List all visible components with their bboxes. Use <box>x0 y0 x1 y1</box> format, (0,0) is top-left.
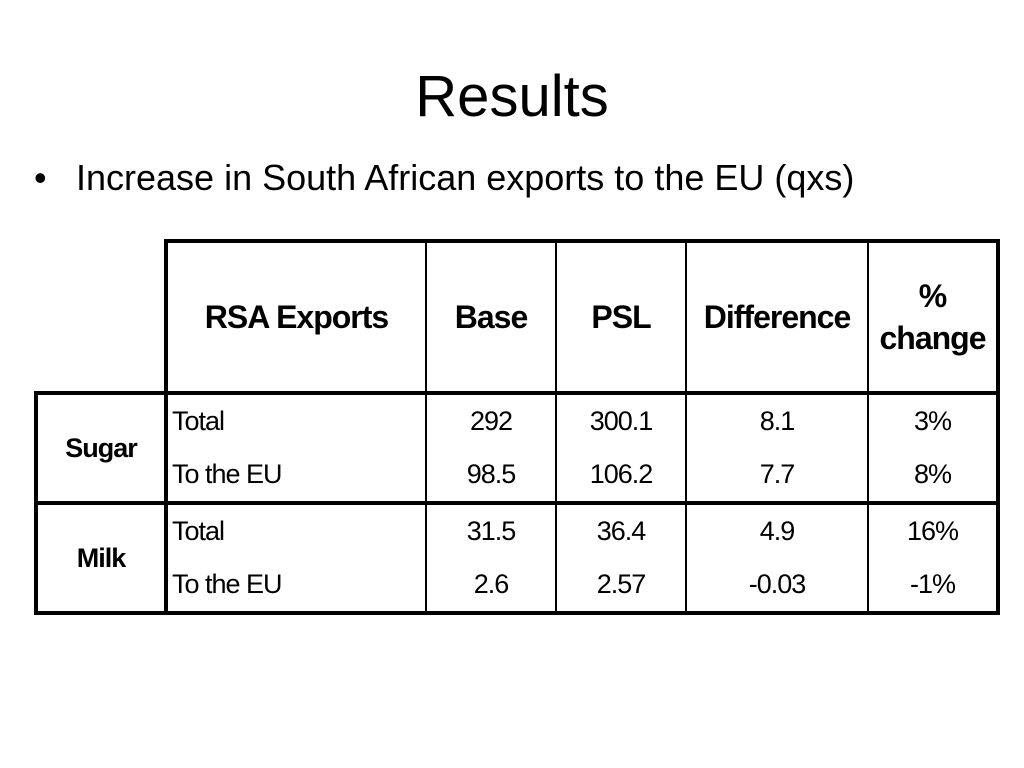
cell-difference: 8.1 <box>685 391 869 448</box>
table-row: Sugar Total 292 300.1 8.1 3% <box>34 391 1000 505</box>
cell-percent-change: -1% <box>867 558 1000 615</box>
slide-title: Results <box>415 64 609 129</box>
table-row: To the EU 98.5 106.2 7.7 8% <box>36 448 1000 505</box>
group-label-sugar: Sugar <box>34 391 168 505</box>
header-percent-change: % change <box>867 239 1000 395</box>
bullet-text: Increase in South African exports to the… <box>76 157 855 198</box>
header-psl: PSL <box>555 239 687 395</box>
row-label: Total <box>164 501 427 558</box>
cell-psl: 36.4 <box>555 501 687 558</box>
header-difference: Difference <box>685 239 869 395</box>
cell-percent-change: 16% <box>867 501 1000 558</box>
cell-difference: 4.9 <box>685 501 869 558</box>
table-row: Milk Total 31.5 36.4 4.9 16% <box>34 501 1000 615</box>
cell-difference: 7.7 <box>685 448 869 505</box>
cell-base: 98.5 <box>425 448 557 505</box>
header-rsa-exports: RSA Exports <box>164 239 427 395</box>
cell-difference: -0.03 <box>685 558 869 615</box>
cell-psl: 300.1 <box>555 391 687 448</box>
cell-base: 31.5 <box>425 501 557 558</box>
group-label-milk: Milk <box>34 501 168 615</box>
header-row: RSA Exports Base PSL Difference % change <box>36 239 1000 395</box>
cell-base: 292 <box>425 391 557 448</box>
table-row: To the EU 2.6 2.57 -0.03 -1% <box>36 558 1000 615</box>
header-change-word: change <box>879 320 986 356</box>
header-base: Base <box>425 239 557 395</box>
row-label: Total <box>164 391 427 448</box>
cell-percent-change: 3% <box>867 391 1000 448</box>
row-label: To the EU <box>164 558 427 615</box>
corner-cell <box>36 241 166 393</box>
cell-psl: 2.57 <box>555 558 687 615</box>
bullet-point: • Increase in South African exports to th… <box>34 156 854 200</box>
cell-base: 2.6 <box>425 558 557 615</box>
cell-psl: 106.2 <box>555 448 687 505</box>
exports-table: RSA Exports Base PSL Difference % change… <box>34 239 1000 615</box>
row-label: To the EU <box>164 448 427 505</box>
header-percent-symbol: % <box>918 278 947 314</box>
cell-percent-change: 8% <box>867 448 1000 505</box>
bullet-dot-icon: • <box>34 157 47 198</box>
